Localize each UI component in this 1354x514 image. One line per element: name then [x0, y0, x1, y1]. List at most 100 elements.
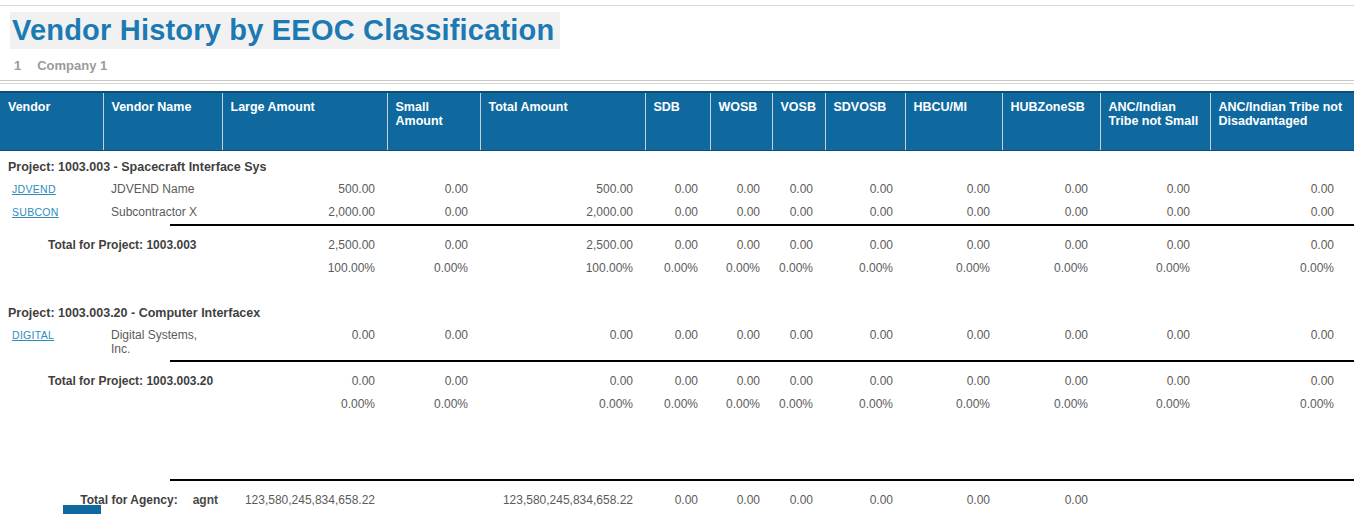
vendor-link[interactable]: DIGITAL: [12, 329, 54, 341]
col-header-sdb: SDB: [645, 92, 710, 150]
agency-gap-cell: [0, 433, 1354, 479]
total-amount-cell: 2,500.00: [480, 226, 645, 256]
amount-cell: 0.00: [710, 324, 772, 360]
total-amount-cell: 0.00: [222, 362, 387, 392]
total-amount-cell: 0.00: [772, 362, 825, 392]
total-amount-cell: 0.00: [1002, 226, 1100, 256]
table-header: Vendor Vendor Name Large Amount Small Am…: [0, 92, 1354, 150]
total-amount-cell: 0.00: [387, 226, 480, 256]
percent-cell: 100.00%: [480, 256, 645, 279]
total-amount-cell: 0.00: [825, 226, 905, 256]
vendor-row: DIGITALDigital Systems, Inc.0.000.000.00…: [0, 324, 1354, 360]
project-total-row: Total for Project: 1003.0032,500.000.002…: [0, 226, 1354, 256]
agency-percent-cell: 100.00%: [222, 511, 387, 514]
agency-amount-cell: [1100, 481, 1210, 511]
amount-cell: 0.00: [387, 201, 480, 224]
agency-amount-cell: 0.00: [645, 481, 710, 511]
agency-percent-cell: 0.00%: [905, 511, 1002, 514]
agency-amount-cell: 0.00: [905, 481, 1002, 511]
amount-cell: 0.00: [1210, 324, 1354, 360]
col-header-vendor: Vendor: [0, 92, 103, 150]
agency-gap: [0, 433, 1354, 479]
col-header-total-amount: Total Amount: [480, 92, 645, 150]
vendor-name-cell: JDVEND Name: [103, 178, 222, 201]
percent-cell: 0.00%: [825, 392, 905, 415]
percent-cell: 0.00%: [772, 256, 825, 279]
agency-percent-cell: 0.00%: [710, 511, 772, 514]
vendor-link[interactable]: JDVEND: [12, 183, 56, 195]
project-label: Project: 1003.003.20 - Computer Interfac…: [0, 297, 1354, 324]
top-divider: [0, 5, 1354, 6]
agency-percent-cell: [1100, 511, 1210, 514]
vendor-name-cell: Subcontractor X: [103, 201, 222, 224]
percent-cell: 0.00%: [387, 256, 480, 279]
project-label: Project: 1003.003 - Spacecraft Interface…: [0, 150, 1354, 178]
report-page: Vendor History by EEOC Classification 1C…: [0, 0, 1354, 514]
project-total-row-label: Total for Project: 1003.003: [0, 226, 222, 256]
total-amount-cell: 0.00: [905, 226, 1002, 256]
total-amount-cell: 0.00: [645, 362, 710, 392]
amount-cell: 0.00: [710, 178, 772, 201]
amount-cell: 0.00: [905, 178, 1002, 201]
col-header-hbcu-mi: HBCU/MI: [905, 92, 1002, 150]
amount-cell: 0.00: [1002, 201, 1100, 224]
total-amount-cell: 0.00: [710, 226, 772, 256]
agency-percent-cell: [1210, 511, 1354, 514]
amount-cell: 0.00: [645, 324, 710, 360]
amount-cell: 0.00: [222, 324, 387, 360]
project-header-row: Project: 1003.003.20 - Computer Interfac…: [0, 297, 1354, 324]
amount-cell: 0.00: [825, 178, 905, 201]
section-gap-cell: [0, 415, 1354, 433]
amount-cell: 0.00: [825, 201, 905, 224]
project-percent-row: 0.00%0.00%0.00%0.00%0.00%0.00%0.00%0.00%…: [0, 392, 1354, 415]
percent-cell: 0.00%: [905, 256, 1002, 279]
vendor-history-table: Vendor Vendor Name Large Amount Small Am…: [0, 91, 1354, 514]
subtitle-divider: [0, 80, 1354, 84]
total-amount-cell: 2,500.00: [222, 226, 387, 256]
agency-amount-cell: [387, 481, 480, 511]
amount-cell: 500.00: [480, 178, 645, 201]
total-amount-cell: 0.00: [1100, 362, 1210, 392]
total-amount-cell: 0.00: [1002, 362, 1100, 392]
amount-cell: 2,000.00: [480, 201, 645, 224]
company-index: 1: [14, 58, 21, 73]
agency-amount-cell: 123,580,245,834,658.22: [480, 481, 645, 511]
col-header-small-amount: Small Amount: [387, 92, 480, 150]
project-percent-row: 100.00%0.00%100.00%0.00%0.00%0.00%0.00%0…: [0, 256, 1354, 279]
agency-code: agnt: [193, 493, 218, 507]
percent-cell: 0.00%: [710, 256, 772, 279]
agency-amount-cell: 0.00: [772, 481, 825, 511]
percent-cell: 0.00%: [825, 256, 905, 279]
agency-amount-cell: 0.00: [710, 481, 772, 511]
col-header-wosb: WOSB: [710, 92, 772, 150]
percent-cell: 0.00%: [1100, 392, 1210, 415]
percent-cell: 0.00%: [645, 392, 710, 415]
total-amount-cell: 0.00: [825, 362, 905, 392]
amount-cell: 0.00: [645, 178, 710, 201]
percent-cell: 0.00%: [1002, 256, 1100, 279]
percent-cell: 0.00%: [480, 392, 645, 415]
total-amount-cell: 0.00: [387, 362, 480, 392]
percent-cell: 100.00%: [222, 256, 387, 279]
vendor-link[interactable]: SUBCON: [12, 206, 59, 218]
agency-percent-cell: 0.00%: [1002, 511, 1100, 514]
amount-cell: 0.00: [772, 178, 825, 201]
total-amount-cell: 0.00: [1100, 226, 1210, 256]
agency-percent-cell: [387, 511, 480, 514]
project-total-row: Total for Project: 1003.003.200.000.000.…: [0, 362, 1354, 392]
col-header-anc-not-small: ANC/Indian Tribe not Small: [1100, 92, 1210, 150]
percent-cell: 0.00%: [1100, 256, 1210, 279]
project-percent-row-label: [0, 256, 222, 279]
percent-cell: 0.00%: [905, 392, 1002, 415]
amount-cell: 0.00: [1002, 178, 1100, 201]
project-percent-row-label: [0, 392, 222, 415]
agency-percent-row: 100.00%100.00%0.00%0.00%0.00%0.00%0.00%0…: [0, 511, 1354, 514]
agency-percent-cell: 0.00%: [645, 511, 710, 514]
total-amount-cell: 0.00: [480, 362, 645, 392]
project-total-row-label: Total for Project: 1003.003.20: [0, 362, 222, 392]
agency-percent-cell: 0.00%: [825, 511, 905, 514]
col-header-vendor-name: Vendor Name: [103, 92, 222, 150]
agency-amount-cell: 123,580,245,834,658.22: [222, 481, 387, 511]
amount-cell: 0.00: [905, 201, 1002, 224]
report-subtitle: 1Company 1: [14, 58, 1354, 73]
